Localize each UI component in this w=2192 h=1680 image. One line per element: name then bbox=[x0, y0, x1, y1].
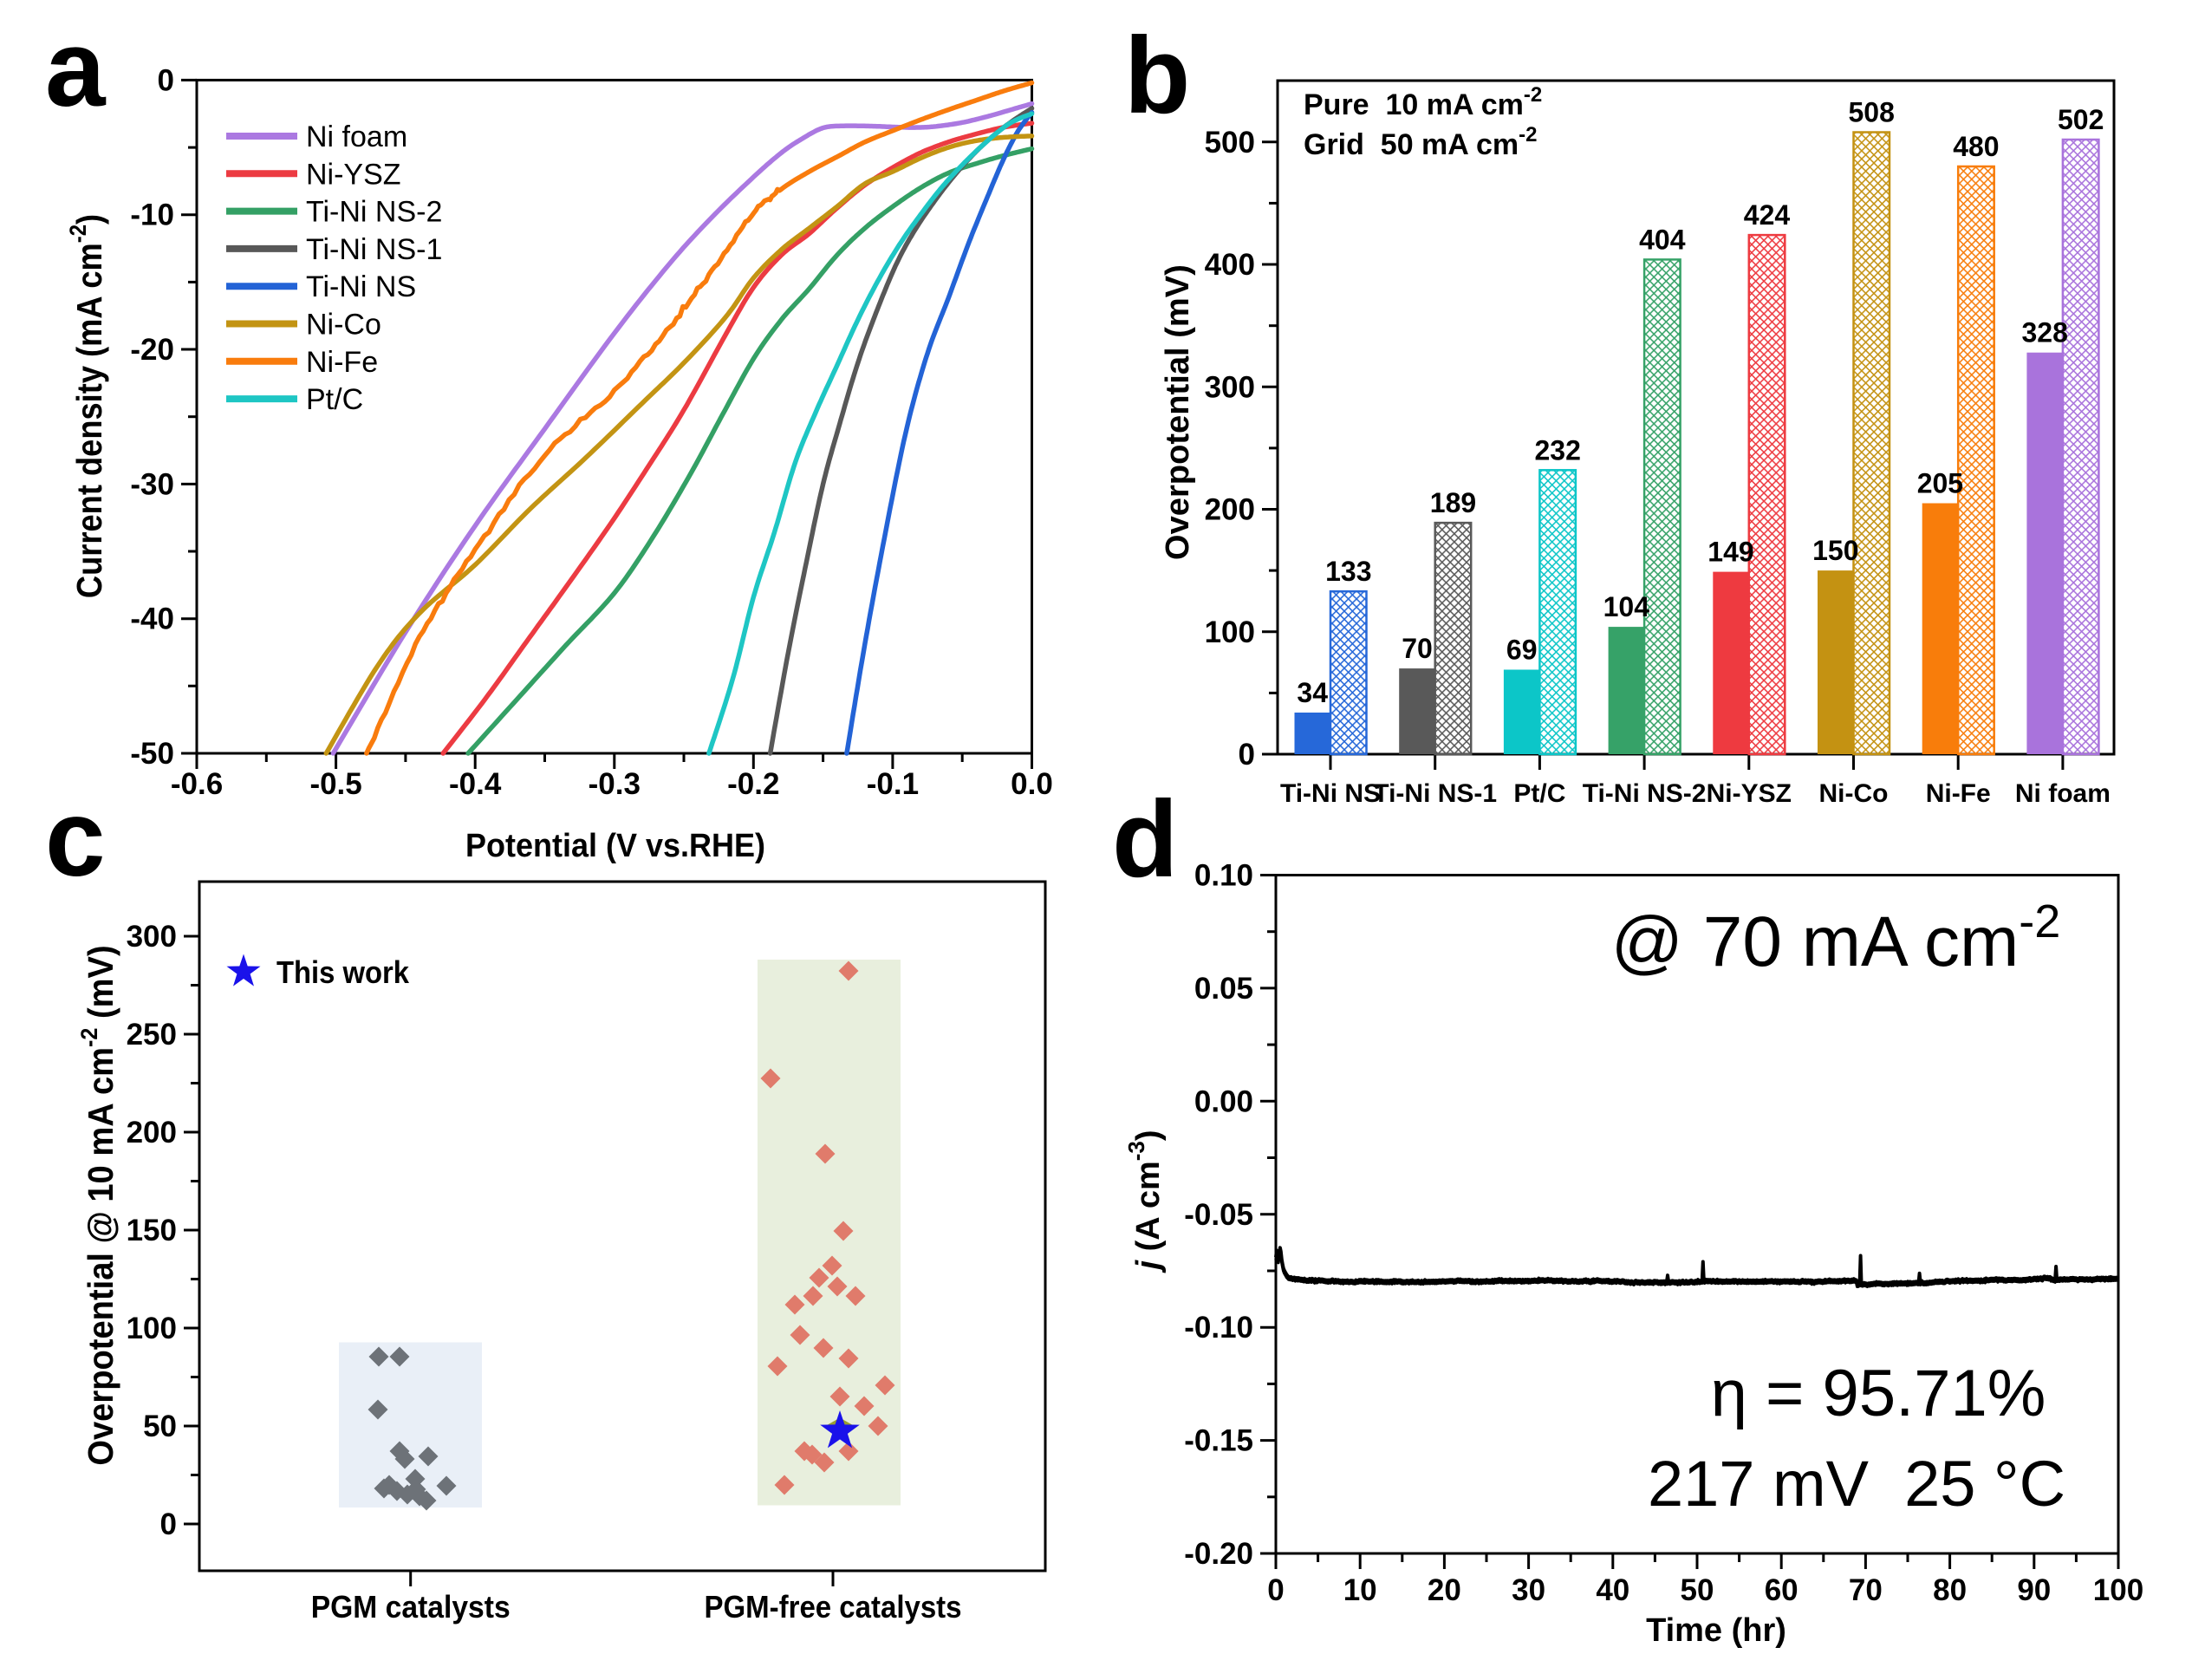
svg-text:b: b bbox=[1124, 16, 1190, 136]
svg-text:Ti-Ni NS-2: Ti-Ni NS-2 bbox=[306, 196, 442, 229]
svg-text:Ni-Fe: Ni-Fe bbox=[306, 346, 378, 379]
svg-text:10: 10 bbox=[1343, 1573, 1377, 1607]
svg-text:Ni-Fe: Ni-Fe bbox=[1926, 779, 1991, 808]
svg-text:150: 150 bbox=[127, 1214, 177, 1247]
svg-text:328: 328 bbox=[2022, 317, 2068, 348]
svg-text:250: 250 bbox=[127, 1018, 177, 1052]
svg-text:0.0: 0.0 bbox=[1011, 767, 1053, 801]
svg-text:133: 133 bbox=[1325, 556, 1371, 587]
svg-text:30: 30 bbox=[1512, 1573, 1545, 1607]
svg-text:424: 424 bbox=[1744, 199, 1791, 231]
svg-text:232: 232 bbox=[1535, 434, 1581, 466]
svg-text:Ti-Ni NS: Ti-Ni NS bbox=[1280, 779, 1381, 808]
svg-text:d: d bbox=[1112, 779, 1178, 900]
svg-text:502: 502 bbox=[2058, 104, 2104, 135]
svg-text:Pt/C: Pt/C bbox=[306, 383, 363, 416]
svg-text:Ni-YSZ: Ni-YSZ bbox=[306, 158, 401, 191]
svg-text:80: 80 bbox=[1933, 1573, 1967, 1607]
svg-text:This work: This work bbox=[276, 954, 410, 990]
svg-text:-0.15: -0.15 bbox=[1184, 1424, 1253, 1458]
svg-text:Ni-YSZ: Ni-YSZ bbox=[1707, 779, 1792, 808]
svg-text:0: 0 bbox=[158, 63, 174, 97]
svg-text:404: 404 bbox=[1639, 224, 1686, 255]
svg-text:-0.2: -0.2 bbox=[727, 767, 779, 801]
svg-text:Time (hr): Time (hr) bbox=[1646, 1612, 1786, 1649]
svg-text:100: 100 bbox=[127, 1312, 177, 1345]
svg-text:-0.1: -0.1 bbox=[867, 767, 919, 801]
svg-text:300: 300 bbox=[127, 920, 177, 954]
svg-text:Current density (mA cm-2): Current density (mA cm-2) bbox=[66, 214, 110, 598]
svg-text:-0.05: -0.05 bbox=[1184, 1198, 1253, 1232]
svg-text:-0.5: -0.5 bbox=[309, 767, 361, 801]
svg-text:-0.20: -0.20 bbox=[1184, 1537, 1253, 1571]
svg-text:0: 0 bbox=[1267, 1573, 1284, 1607]
svg-text:-0.10: -0.10 bbox=[1184, 1311, 1253, 1345]
svg-text:200: 200 bbox=[127, 1116, 177, 1149]
svg-text:0: 0 bbox=[1239, 738, 1255, 772]
svg-text:a: a bbox=[45, 9, 107, 129]
svg-text:300: 300 bbox=[1205, 370, 1255, 404]
svg-text:Overpotential @ 10 mA cm-2 (mV: Overpotential @ 10 mA cm-2 (mV) bbox=[75, 945, 120, 1465]
svg-text:34: 34 bbox=[1297, 677, 1328, 708]
svg-text:-10: -10 bbox=[130, 199, 174, 232]
svg-text:-0.4: -0.4 bbox=[449, 767, 502, 801]
svg-text:Pure 10 mA cm-2: Pure 10 mA cm-2 bbox=[1304, 83, 1542, 121]
svg-text:189: 189 bbox=[1430, 487, 1476, 518]
svg-text:Ti-Ni NS-1: Ti-Ni NS-1 bbox=[1373, 779, 1497, 808]
svg-text:100: 100 bbox=[2093, 1573, 2143, 1607]
svg-text:70: 70 bbox=[1402, 633, 1433, 664]
svg-text:Ti-Ni NS: Ti-Ni NS bbox=[306, 270, 416, 303]
svg-text:0.10: 0.10 bbox=[1194, 859, 1253, 893]
svg-text:Ni foam: Ni foam bbox=[306, 120, 407, 153]
svg-text:400: 400 bbox=[1205, 248, 1255, 282]
svg-text:20: 20 bbox=[1428, 1573, 1461, 1607]
svg-text:50: 50 bbox=[1681, 1573, 1714, 1607]
svg-text:Potential (V vs.RHE): Potential (V vs.RHE) bbox=[465, 828, 765, 864]
svg-text:-40: -40 bbox=[130, 602, 174, 636]
svg-text:0.00: 0.00 bbox=[1194, 1084, 1253, 1118]
svg-text:508: 508 bbox=[1849, 97, 1895, 128]
svg-text:PGM catalysts: PGM catalysts bbox=[311, 1589, 511, 1625]
svg-text:40: 40 bbox=[1596, 1573, 1629, 1607]
svg-text:217 mV 25 °C: 217 mV 25 °C bbox=[1648, 1448, 2065, 1520]
svg-text:205: 205 bbox=[1917, 468, 1963, 499]
svg-text:-0.3: -0.3 bbox=[589, 767, 641, 801]
svg-text:@ 70 mA cm-2: @ 70 mA cm-2 bbox=[1611, 895, 2061, 981]
svg-text:104: 104 bbox=[1603, 591, 1650, 622]
svg-text:Ti-Ni NS-1: Ti-Ni NS-1 bbox=[306, 233, 442, 266]
svg-text:Ti-Ni NS-2: Ti-Ni NS-2 bbox=[1583, 779, 1707, 808]
svg-text:0.05: 0.05 bbox=[1194, 972, 1253, 1006]
svg-text:-0.6: -0.6 bbox=[171, 767, 223, 801]
svg-text:PGM-free catalysts: PGM-free catalysts bbox=[705, 1589, 962, 1625]
svg-text:Ni-Co: Ni-Co bbox=[1819, 779, 1889, 808]
svg-text:150: 150 bbox=[1812, 535, 1858, 566]
svg-text:-30: -30 bbox=[130, 467, 174, 501]
svg-text:η = 95.71%: η = 95.71% bbox=[1711, 1357, 2046, 1430]
svg-text:60: 60 bbox=[1765, 1573, 1798, 1607]
svg-text:149: 149 bbox=[1707, 537, 1753, 568]
svg-text:50: 50 bbox=[143, 1410, 177, 1443]
svg-text:Ni-Co: Ni-Co bbox=[306, 309, 381, 342]
svg-text:200: 200 bbox=[1205, 493, 1255, 527]
svg-text:Grid 50 mA cm-2: Grid 50 mA cm-2 bbox=[1304, 123, 1538, 161]
svg-text:70: 70 bbox=[1849, 1573, 1883, 1607]
svg-text:c: c bbox=[45, 778, 106, 899]
svg-text:480: 480 bbox=[1953, 131, 1999, 162]
svg-text:Overpotential (mV): Overpotential (mV) bbox=[1160, 264, 1196, 560]
svg-text:-20: -20 bbox=[130, 333, 174, 367]
svg-text:Ni foam: Ni foam bbox=[2015, 779, 2111, 808]
svg-text:69: 69 bbox=[1506, 635, 1538, 666]
svg-text:-50: -50 bbox=[130, 737, 174, 771]
svg-text:100: 100 bbox=[1205, 615, 1255, 649]
svg-text:500: 500 bbox=[1205, 126, 1255, 160]
svg-text:0: 0 bbox=[160, 1507, 177, 1541]
svg-text:Pt/C: Pt/C bbox=[1513, 779, 1565, 808]
svg-text:90: 90 bbox=[2017, 1573, 2051, 1607]
